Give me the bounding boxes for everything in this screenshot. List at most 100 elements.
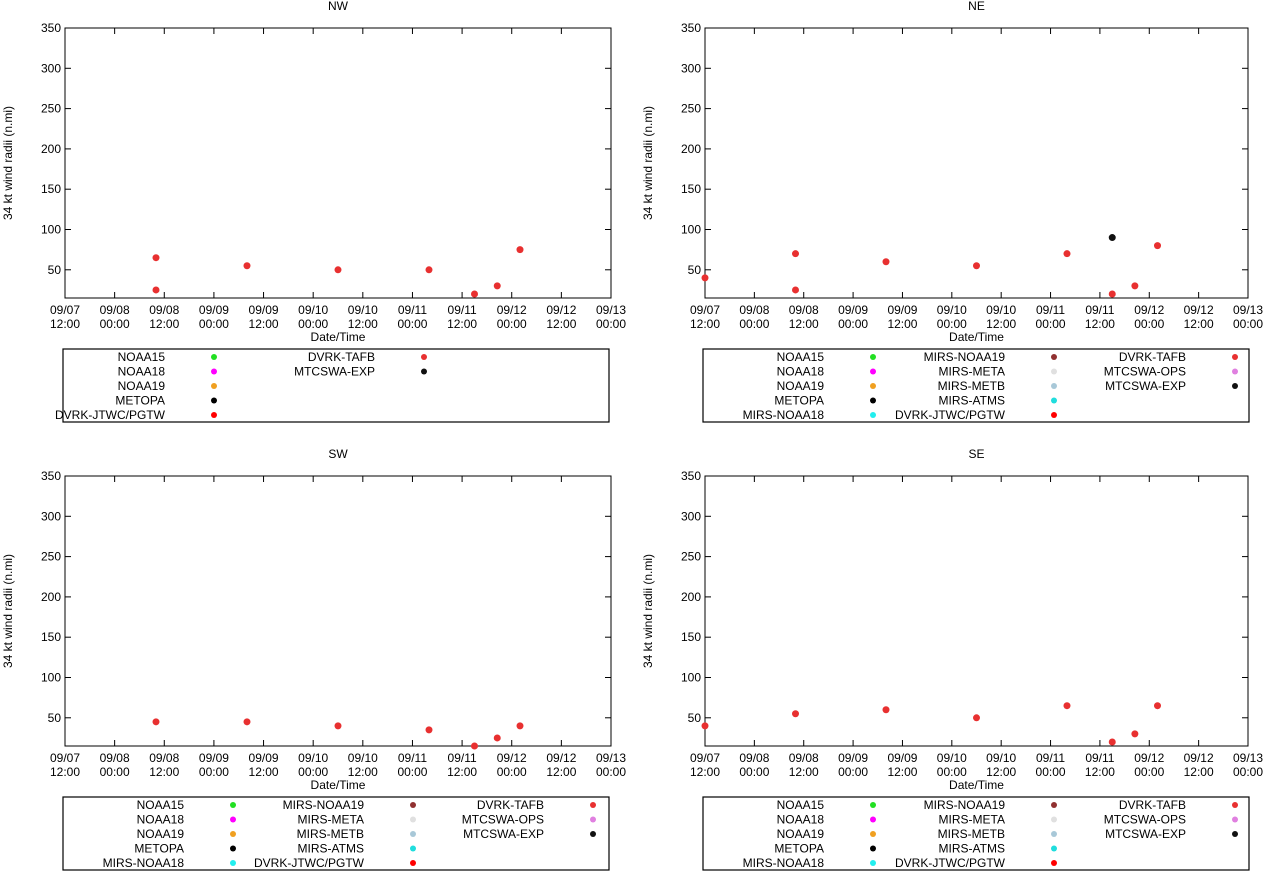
y-axis-label: 34 kt wind radii (n.mi) — [641, 554, 655, 668]
legend-marker — [590, 831, 596, 837]
x-tick-label-time: 00:00 — [397, 317, 427, 331]
legend-label: NOAA19 — [777, 379, 825, 393]
legend-marker — [870, 802, 876, 808]
legend-label: METOPA — [774, 842, 824, 856]
y-tick-label: 350 — [41, 469, 61, 483]
x-tick-label-date: 09/11 — [448, 303, 477, 317]
legend-label: METOPA — [134, 842, 184, 856]
data-point-dvrk-tafb — [493, 282, 501, 290]
y-tick-label: 150 — [681, 630, 701, 644]
y-tick-label: 50 — [688, 263, 702, 277]
legend-marker — [211, 368, 217, 375]
legend-marker — [230, 816, 236, 823]
x-tick-label-date: 09/09 — [887, 303, 917, 317]
x-axis-label: Date/Time — [949, 778, 1004, 792]
legend-marker — [230, 845, 236, 852]
data-point-dvrk-tafb — [516, 246, 524, 254]
x-tick-label-date: 09/08 — [100, 751, 130, 765]
legend-label: MIRS-METB — [938, 827, 1005, 841]
data-point-dvrk-tafb — [425, 266, 433, 274]
legend-marker — [590, 802, 596, 808]
y-tick-label: 100 — [681, 670, 701, 684]
legend-marker — [870, 368, 876, 375]
x-tick-label-date: 09/12 — [1134, 303, 1164, 317]
legend-label: MTCSWA-OPS — [1104, 365, 1186, 379]
x-tick-label-date: 09/10 — [348, 751, 378, 765]
x-tick-label-date: 09/13 — [596, 751, 626, 765]
x-tick-label-date: 09/13 — [596, 303, 626, 317]
x-tick-label-time: 12:00 — [789, 765, 819, 779]
x-tick-label-time: 12:00 — [249, 317, 279, 331]
x-tick-label-date: 09/09 — [249, 303, 279, 317]
plot-frame — [704, 475, 1249, 747]
x-axis-label: Date/Time — [311, 330, 366, 344]
x-tick-label-time: 12:00 — [149, 317, 179, 331]
x-tick-label-time: 00:00 — [937, 765, 967, 779]
legend-marker — [1232, 368, 1238, 375]
y-tick-label: 300 — [41, 61, 61, 75]
x-tick-label-date: 09/10 — [937, 303, 967, 317]
x-tick-label-date: 09/12 — [497, 303, 527, 317]
legend-label: MIRS-METB — [297, 827, 364, 841]
legend-marker — [870, 383, 876, 389]
legend-marker — [870, 412, 876, 418]
data-point-dvrk-tafb — [1154, 702, 1161, 710]
legend-marker — [870, 831, 876, 837]
legend-marker — [1051, 397, 1057, 404]
x-tick-label-date: 09/08 — [149, 303, 179, 317]
x-tick-label-time: 12:00 — [789, 317, 819, 331]
legend-box — [62, 796, 610, 871]
x-tick-label-time: 00:00 — [497, 765, 527, 779]
legend-label: NOAA18 — [777, 813, 825, 827]
legend-marker — [410, 816, 416, 823]
legend-label: NOAA19 — [137, 827, 185, 841]
legend-label: DVRK-JTWC/PGTW — [895, 408, 1006, 422]
y-tick-label: 350 — [681, 469, 701, 483]
x-tick-label-date: 09/09 — [838, 751, 868, 765]
x-tick-label-time: 00:00 — [739, 317, 769, 331]
legend-label: DVRK-TAFB — [477, 798, 544, 812]
x-tick-label-time: 12:00 — [690, 765, 720, 779]
data-point-dvrk-tafb — [973, 262, 980, 270]
legend-label: MIRS-META — [939, 365, 1005, 379]
x-tick-label-date: 09/07 — [690, 751, 720, 765]
x-tick-label-date: 09/09 — [199, 751, 229, 765]
legend-label: NOAA18 — [118, 365, 166, 379]
legend-marker — [1051, 412, 1057, 418]
legend-label: MIRS-NOAA18 — [743, 856, 825, 870]
data-point-dvrk-tafb — [1108, 738, 1116, 746]
x-tick-label-time: 00:00 — [596, 317, 626, 331]
x-tick-label-date: 09/07 — [690, 303, 720, 317]
x-tick-label-date: 09/07 — [50, 303, 80, 317]
x-tick-label-time: 00:00 — [596, 765, 626, 779]
legend-marker — [1232, 383, 1238, 389]
legend-box — [62, 348, 610, 423]
legend-marker — [870, 354, 876, 360]
x-tick-label-time: 12:00 — [249, 765, 279, 779]
data-point-dvrk-tafb — [792, 250, 799, 258]
x-tick-label-date: 09/13 — [1233, 303, 1263, 317]
y-tick-label: 200 — [41, 590, 61, 604]
chart-title: NE — [968, 0, 985, 13]
legend-label: MTCSWA-OPS — [462, 813, 544, 827]
x-tick-label-date: 09/09 — [199, 303, 229, 317]
legend-label: MIRS-NOAA19 — [283, 798, 365, 812]
legend-label: MIRS-META — [939, 813, 1005, 827]
x-tick-label-date: 09/09 — [249, 751, 279, 765]
plot-frame — [64, 475, 612, 747]
x-tick-label-time: 12:00 — [1184, 765, 1214, 779]
legend-label: NOAA15 — [118, 350, 166, 364]
legend-label: DVRK-JTWC/PGTW — [55, 408, 166, 422]
x-tick-label-time: 00:00 — [298, 765, 328, 779]
x-tick-label-time: 12:00 — [546, 765, 576, 779]
x-tick-label-date: 09/12 — [497, 751, 527, 765]
data-point-dvrk-tafb — [1131, 282, 1139, 290]
x-tick-label-time: 12:00 — [149, 765, 179, 779]
x-tick-label-date: 09/12 — [546, 751, 576, 765]
x-tick-label-date: 09/11 — [398, 751, 427, 765]
x-tick-label-time: 12:00 — [1085, 765, 1115, 779]
chart-panel-sw: SW5010015020025030035009/0712:0009/0800:… — [1, 447, 626, 871]
legend-marker — [1232, 802, 1238, 808]
legend-label: METOPA — [774, 394, 824, 408]
